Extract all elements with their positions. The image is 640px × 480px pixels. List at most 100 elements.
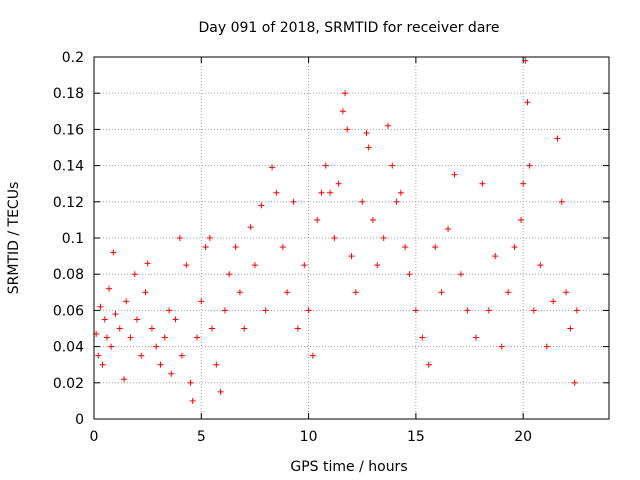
data-point <box>209 325 216 332</box>
data-point <box>221 307 228 314</box>
data-point <box>157 361 164 368</box>
data-point <box>520 180 527 187</box>
data-point <box>369 216 376 223</box>
data-point <box>144 260 151 267</box>
data-point <box>498 343 505 350</box>
x-axis-label: GPS time / hours <box>290 459 407 475</box>
data-point <box>464 307 471 314</box>
data-point <box>123 298 130 305</box>
data-point <box>97 303 104 310</box>
data-point <box>148 325 155 332</box>
data-point <box>262 307 269 314</box>
y-tick-label: 0.14 <box>53 159 84 175</box>
data-point <box>402 244 409 251</box>
data-point <box>206 235 213 241</box>
data-point <box>133 316 140 323</box>
data-point <box>567 325 574 332</box>
y-tick-label: 0.16 <box>53 122 84 138</box>
y-tick-label: 0 <box>75 412 84 428</box>
data-point <box>236 289 243 296</box>
data-point <box>335 180 342 187</box>
data-point <box>571 379 578 386</box>
data-point <box>269 164 276 171</box>
data-point <box>331 235 338 241</box>
x-tick-label: 20 <box>514 429 532 445</box>
data-point <box>247 224 254 231</box>
data-point <box>339 108 346 115</box>
data-point <box>526 162 533 169</box>
data-point <box>226 271 233 278</box>
data-point <box>384 122 391 129</box>
data-point <box>537 262 544 269</box>
y-tick-label: 0.04 <box>53 340 84 356</box>
data-point <box>178 352 185 359</box>
data-point <box>472 334 479 341</box>
data-point <box>524 99 531 106</box>
data-point <box>344 126 351 133</box>
data-point <box>108 343 115 350</box>
data-point <box>563 289 570 296</box>
data-point <box>322 162 329 169</box>
data-point <box>172 316 179 323</box>
data-point <box>103 334 110 341</box>
data-point <box>558 198 565 205</box>
data-point <box>438 289 445 296</box>
data-point <box>121 376 128 383</box>
data-point <box>232 244 239 251</box>
data-point <box>279 244 286 251</box>
data-point <box>153 343 160 350</box>
data-point <box>217 388 224 395</box>
x-tick-label: 15 <box>407 429 425 445</box>
data-point <box>294 325 301 332</box>
data-point <box>110 249 117 256</box>
data-point <box>451 171 458 178</box>
data-point <box>112 311 119 318</box>
data-point <box>374 262 381 269</box>
data-point <box>479 180 486 187</box>
plot-frame <box>93 56 610 420</box>
y-tick-label: 0.02 <box>53 376 84 392</box>
data-point <box>241 325 248 332</box>
data-point <box>187 379 194 386</box>
data-point <box>485 307 492 314</box>
y-tick-label: 0.18 <box>53 86 84 102</box>
y-tick-label: 0.2 <box>62 50 84 66</box>
data-point <box>425 361 432 368</box>
data-point <box>194 334 200 341</box>
data-point <box>99 361 106 368</box>
data-point <box>348 253 355 260</box>
data-point <box>318 189 325 196</box>
data-point <box>127 334 134 341</box>
x-tick-label: 5 <box>197 429 206 445</box>
data-point <box>301 262 308 269</box>
data-point <box>432 244 439 251</box>
data-point <box>412 307 419 314</box>
data-point <box>202 244 209 251</box>
data-point <box>327 189 334 196</box>
data-point <box>573 307 580 314</box>
data-point <box>492 253 499 260</box>
data-point <box>393 198 400 205</box>
data-point <box>168 370 175 377</box>
data-point <box>183 262 190 269</box>
y-axis-label: SRMTID / TECUs <box>6 182 22 295</box>
data-point <box>116 325 123 332</box>
data-point <box>352 289 359 296</box>
data-point <box>198 298 205 305</box>
data-point <box>445 225 452 232</box>
data-point <box>284 289 291 296</box>
data-point <box>273 189 280 196</box>
data-point <box>251 262 258 269</box>
data-point <box>290 198 297 205</box>
data-point <box>397 189 404 196</box>
x-tick-label: 10 <box>300 429 318 445</box>
x-tick-label: 0 <box>90 429 99 445</box>
data-point <box>457 271 464 278</box>
data-point <box>342 90 349 97</box>
data-point <box>543 343 550 350</box>
data-point <box>106 285 113 292</box>
data-point <box>389 162 396 169</box>
data-point <box>359 198 366 205</box>
grid-lines <box>94 57 609 419</box>
axis-ticks: 0 5 10 15 20 0 0.02 0.04 0.06 0.08 0.1 0.12 0.14 0.16… <box>53 50 609 445</box>
